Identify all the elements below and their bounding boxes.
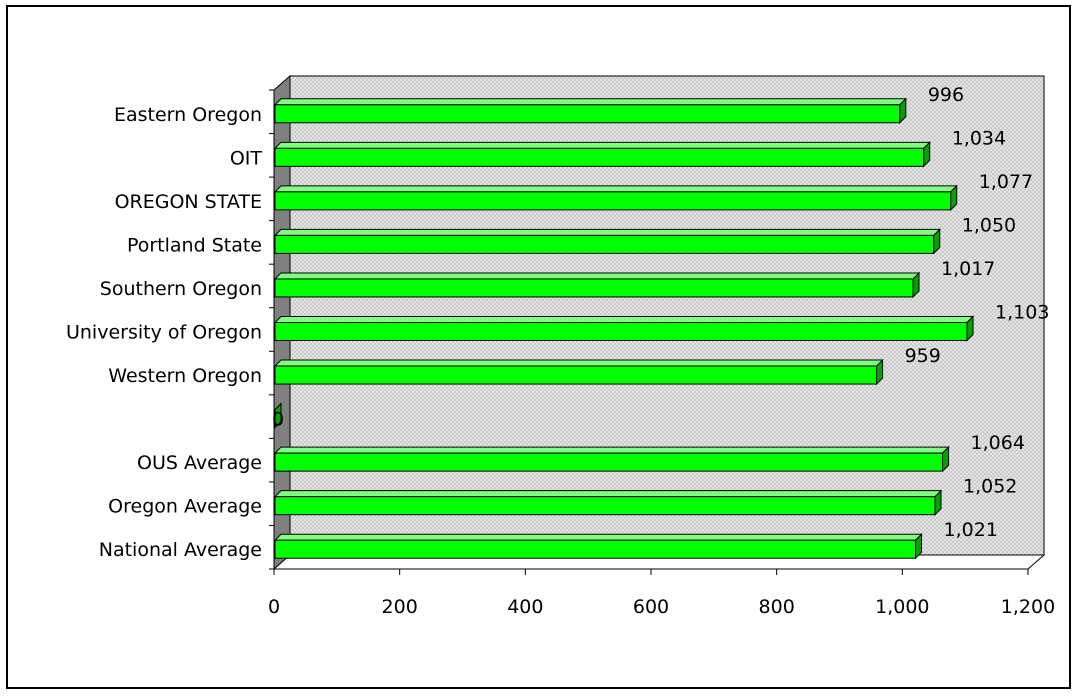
x-tick-label: 400	[507, 596, 543, 618]
bar-front-face	[275, 235, 934, 253]
category-label: Oregon Average	[108, 496, 262, 518]
bar-top-face	[275, 360, 883, 366]
bar-front-face	[275, 540, 916, 558]
bar	[275, 229, 940, 253]
data-label: 1,064	[971, 432, 1025, 454]
data-label: 1,052	[963, 476, 1017, 498]
data-label: 1,021	[944, 519, 998, 541]
bar-top-face	[275, 99, 906, 105]
data-label: 996	[928, 84, 964, 106]
bar-top-face	[275, 447, 949, 453]
bar	[275, 142, 930, 166]
category-label: Portland State	[127, 234, 262, 256]
data-label: 1,103	[995, 302, 1049, 324]
category-label: University of Oregon	[66, 322, 262, 344]
bar-top-face	[275, 534, 922, 540]
data-label: 1,050	[962, 214, 1016, 236]
category-label: Southern Oregon	[100, 278, 262, 300]
x-tick-label: 200	[382, 596, 418, 618]
bar-top-face	[275, 273, 919, 279]
data-label: 1,034	[952, 127, 1006, 149]
bar	[275, 360, 883, 384]
data-label: 1,017	[941, 258, 995, 280]
bar-top-face	[275, 491, 941, 497]
bar-front-face	[275, 192, 951, 210]
x-tick-label: 0	[268, 596, 280, 618]
category-label: Western Oregon	[108, 365, 262, 387]
bar-chart: 0 200 400 600 800 1,000 1,200 Eastern Oregon 996…	[8, 7, 1073, 691]
category-label: Eastern Oregon	[114, 104, 262, 126]
bar	[275, 99, 906, 123]
category-label: OUS Average	[137, 452, 262, 474]
bar-top-face	[275, 142, 930, 148]
bar	[275, 491, 941, 515]
bar	[275, 447, 949, 471]
bar-front-face	[275, 453, 943, 471]
x-tick-label: 800	[759, 596, 795, 618]
bar-front-face	[275, 105, 900, 123]
bar-top-face	[275, 229, 940, 235]
bar	[275, 534, 922, 558]
bar-front-face	[275, 497, 935, 515]
bar	[275, 273, 919, 297]
category-label: OIT	[230, 147, 263, 169]
bar	[275, 317, 973, 341]
data-label: 1,077	[979, 171, 1033, 193]
data-label: 0	[272, 409, 284, 431]
x-tick-label: 600	[633, 596, 669, 618]
x-tick-label: 1,000	[875, 596, 929, 618]
bar-front-face	[275, 323, 967, 341]
bar	[275, 186, 957, 210]
bar-front-face	[275, 366, 877, 384]
data-label: 959	[905, 345, 941, 367]
category-label: National Average	[99, 539, 262, 561]
bar-top-face	[275, 186, 957, 192]
bar-front-face	[275, 148, 924, 166]
x-tick-label: 1,200	[1001, 596, 1055, 618]
bar-front-face	[275, 279, 913, 297]
bar-top-face	[275, 317, 973, 323]
chart-frame: 0 200 400 600 800 1,000 1,200 Eastern Oregon 996…	[6, 5, 1071, 689]
category-label: OREGON STATE	[115, 191, 262, 213]
